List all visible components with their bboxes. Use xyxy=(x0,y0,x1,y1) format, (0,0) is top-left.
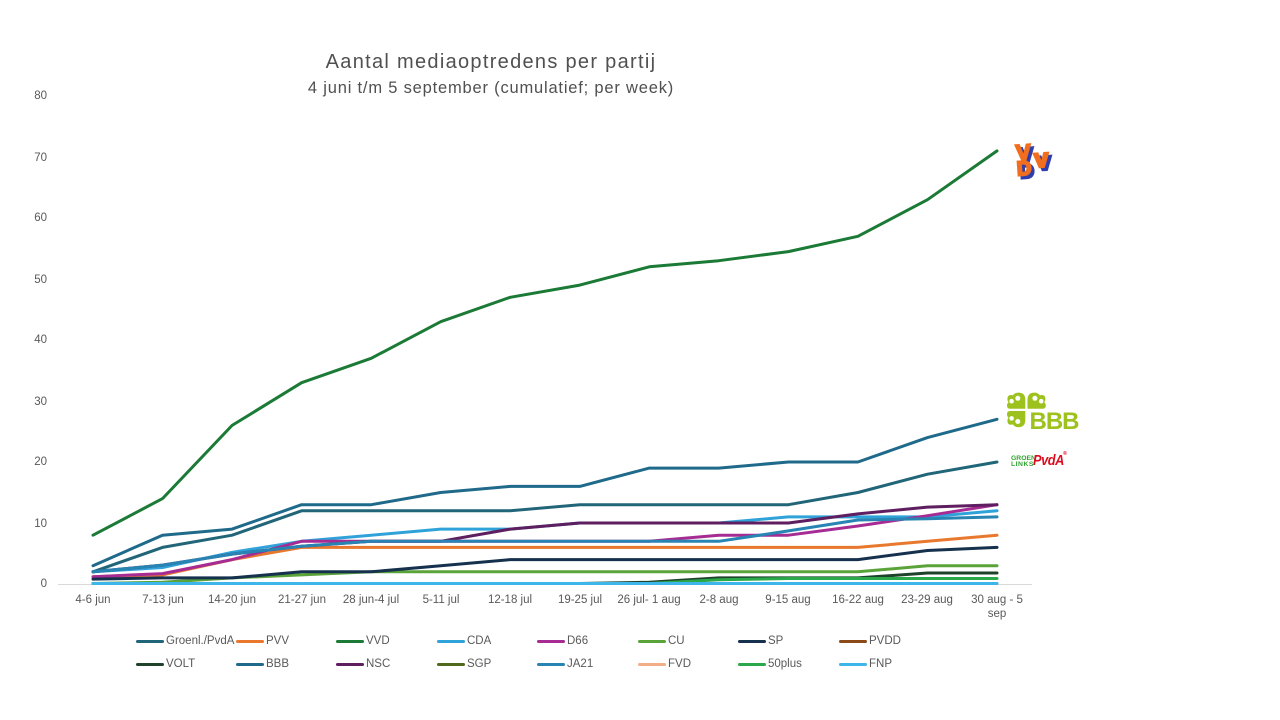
svg-text:BBB: BBB xyxy=(1030,408,1080,432)
